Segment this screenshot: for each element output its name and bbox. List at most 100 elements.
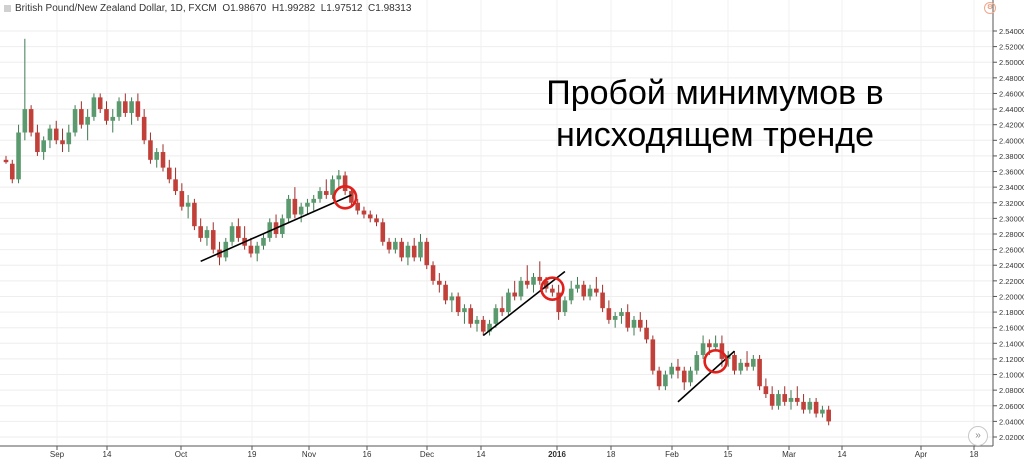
candle bbox=[97, 93, 103, 113]
candle bbox=[60, 128, 65, 153]
ohlc-high: H1.99282 bbox=[271, 3, 316, 14]
candle bbox=[342, 171, 348, 195]
candle bbox=[110, 109, 116, 133]
candle bbox=[700, 335, 706, 359]
candle-body bbox=[330, 179, 335, 195]
candle bbox=[612, 312, 618, 328]
candle-body bbox=[732, 355, 737, 371]
candle bbox=[443, 280, 448, 305]
candle bbox=[336, 169, 342, 188]
candle bbox=[35, 124, 40, 156]
breakout-circle[interactable] bbox=[540, 276, 565, 301]
candle bbox=[619, 308, 624, 324]
candle-body bbox=[688, 370, 693, 383]
candle-body bbox=[776, 394, 781, 406]
candle-body bbox=[738, 362, 744, 371]
candle bbox=[317, 187, 323, 203]
candle bbox=[198, 218, 203, 242]
candle-body bbox=[506, 292, 511, 313]
candle-body bbox=[405, 245, 411, 258]
candle bbox=[587, 284, 593, 301]
grid-lines bbox=[0, 0, 993, 446]
price-tick-label: 2.34000 bbox=[999, 183, 1024, 192]
price-tick-label: 2.30000 bbox=[999, 214, 1024, 223]
candle bbox=[16, 124, 21, 184]
price-tick-label: 2.04000 bbox=[999, 417, 1024, 426]
price-tick-label: 2.20000 bbox=[999, 292, 1024, 301]
candle-body bbox=[788, 397, 794, 402]
candle-body bbox=[411, 245, 417, 258]
candle bbox=[123, 93, 128, 117]
candle-body bbox=[499, 308, 505, 313]
candle bbox=[751, 355, 756, 371]
time-axis[interactable]: Sep 14 Oct 19 Nov 16 Dec 14 2016 18 Feb 15 Mar 14 Apr 1… bbox=[50, 446, 979, 459]
trendline[interactable] bbox=[482, 270, 566, 337]
gear-icon[interactable]: ⚙ bbox=[984, 2, 996, 14]
trendline[interactable] bbox=[677, 350, 736, 403]
candle-body bbox=[166, 167, 172, 180]
price-tick-label: 2.08000 bbox=[999, 386, 1024, 395]
candle-body bbox=[261, 237, 266, 246]
scroll-to-end-icon[interactable]: » bbox=[968, 426, 988, 446]
trendline[interactable] bbox=[200, 194, 352, 263]
candle-body bbox=[600, 292, 605, 309]
price-tick-label: 2.50000 bbox=[999, 58, 1024, 67]
price-tick-label: 2.32000 bbox=[999, 199, 1024, 208]
candle-body bbox=[173, 179, 178, 192]
candle-body bbox=[154, 152, 160, 160]
candle-body bbox=[568, 288, 574, 301]
candle-body bbox=[60, 140, 65, 145]
candle bbox=[286, 194, 291, 223]
candle-body bbox=[443, 284, 448, 301]
time-tick-label: 14 bbox=[103, 450, 112, 459]
candle-body bbox=[612, 315, 618, 320]
candle bbox=[393, 237, 398, 254]
candle bbox=[826, 405, 831, 426]
candle-body bbox=[286, 198, 291, 219]
candle bbox=[204, 226, 210, 246]
candle-body bbox=[493, 308, 499, 324]
candle bbox=[53, 120, 59, 145]
candle-body bbox=[110, 116, 116, 121]
candle-body bbox=[79, 109, 84, 125]
candle bbox=[506, 288, 511, 316]
breakout-circle[interactable] bbox=[332, 185, 358, 210]
candle-body bbox=[35, 132, 40, 153]
candle-body bbox=[813, 401, 819, 414]
candle-body bbox=[556, 292, 561, 313]
candle-body bbox=[254, 245, 260, 254]
candle-body bbox=[625, 312, 631, 328]
candle-body bbox=[587, 288, 593, 297]
candle bbox=[713, 335, 718, 352]
candle bbox=[28, 105, 34, 137]
candle bbox=[386, 237, 392, 254]
candle bbox=[468, 304, 474, 328]
candle bbox=[757, 355, 762, 391]
breakout-circle[interactable] bbox=[703, 348, 728, 374]
candle-body bbox=[16, 132, 21, 180]
candle-body bbox=[430, 265, 436, 281]
candle bbox=[116, 97, 122, 121]
candle-body bbox=[575, 284, 580, 289]
candle-body bbox=[185, 202, 191, 207]
candle bbox=[229, 222, 235, 246]
price-tick-label: 2.10000 bbox=[999, 371, 1024, 380]
candle bbox=[575, 276, 580, 293]
price-tick-label: 2.40000 bbox=[999, 136, 1024, 145]
candle-body bbox=[399, 241, 404, 258]
candle-body bbox=[160, 152, 166, 168]
candle bbox=[437, 273, 442, 293]
price-tick-label: 2.46000 bbox=[999, 89, 1024, 98]
time-tick-label: Dec bbox=[420, 450, 434, 459]
time-tick-label: 14 bbox=[477, 450, 486, 459]
candle-body bbox=[204, 230, 210, 238]
candle bbox=[807, 397, 813, 414]
candle-body bbox=[129, 101, 134, 113]
candle-body bbox=[47, 128, 53, 141]
price-axis[interactable]: 2.54000 2.52000 2.50000 2.48000 2.46000 2.440… bbox=[993, 27, 1024, 442]
candle-body bbox=[537, 276, 543, 281]
candle bbox=[135, 93, 141, 121]
candle-body bbox=[229, 226, 235, 242]
candle-body bbox=[449, 296, 455, 301]
